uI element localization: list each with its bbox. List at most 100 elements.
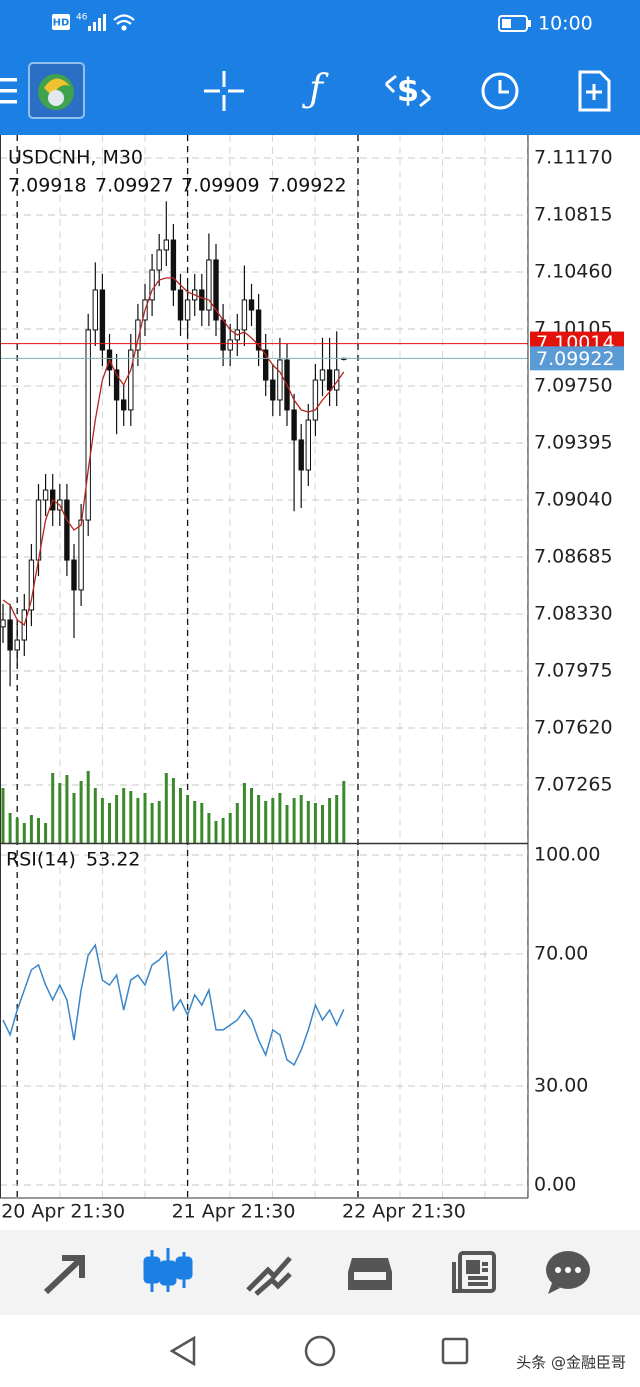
candle-body — [305, 419, 312, 471]
back-button[interactable] — [169, 1335, 196, 1367]
y-tick-label: 7.07975 — [534, 660, 613, 682]
candle-body — [113, 369, 120, 401]
volume-bar — [207, 813, 211, 843]
volume-bar — [37, 818, 40, 843]
volume-bar — [51, 773, 55, 843]
candle-body — [277, 359, 283, 401]
volume-bar — [235, 803, 239, 843]
volume-bar — [15, 818, 19, 843]
volume-bar — [108, 803, 111, 843]
volume-bar — [250, 788, 253, 843]
chart-bg — [0, 135, 640, 1230]
symbol-label: USDCNH, M30 — [8, 147, 143, 169]
candle-body — [213, 259, 219, 321]
volume-bar — [1, 788, 5, 843]
home-button[interactable] — [304, 1335, 336, 1367]
volume-bar — [221, 818, 225, 843]
volume-bar — [65, 775, 69, 843]
volume-bar — [136, 798, 140, 843]
y-tick-label: 7.08330 — [534, 603, 613, 625]
candle-body — [263, 349, 269, 381]
candle-body — [291, 409, 297, 441]
volume-bar — [193, 801, 197, 843]
volume-bar — [150, 803, 154, 843]
volume-bar — [58, 783, 62, 843]
candle-body — [149, 269, 155, 301]
ohlc-close: 7.09922 — [268, 175, 347, 197]
candle-body — [319, 369, 326, 381]
new-order-button[interactable] — [578, 70, 611, 112]
y-tick-label: 30.00 — [534, 1075, 588, 1097]
y-tick-label: 70.00 — [534, 943, 588, 965]
y-tick-label: 0.00 — [534, 1174, 576, 1196]
volume-bar — [79, 781, 83, 843]
candle-body — [326, 369, 333, 391]
candle-body — [135, 319, 141, 351]
x-tick-label: 20 Apr 21:30 — [1, 1201, 125, 1223]
candle-body — [255, 309, 262, 351]
volume-bar — [122, 788, 126, 843]
y-tick-label: 7.08685 — [534, 546, 613, 568]
volume-bar — [22, 823, 26, 843]
quotes-tab[interactable] — [43, 1255, 85, 1295]
ohlc-open: 7.09918 — [8, 175, 87, 197]
recents-button[interactable] — [441, 1337, 469, 1365]
candle-body — [128, 349, 134, 411]
candle-body — [71, 559, 77, 591]
y-tick-label: 7.07620 — [534, 717, 613, 739]
rsi-title: RSI(14) — [6, 849, 76, 871]
x-tick-label: 22 Apr 21:30 — [342, 1201, 466, 1223]
trade-tab[interactable] — [246, 1256, 292, 1296]
candle-body — [170, 239, 177, 291]
candle-body — [156, 249, 162, 271]
candle-body — [7, 619, 13, 651]
rsi-value: 53.22 — [86, 849, 140, 871]
candle-body — [312, 379, 319, 421]
clock: 10:00 — [538, 13, 593, 35]
volume-bar — [100, 798, 104, 843]
volume-bar — [179, 788, 182, 843]
bid-tag — [530, 346, 624, 371]
volume-bar — [292, 798, 296, 843]
volume-bar — [242, 783, 246, 843]
volume-bar — [321, 805, 324, 843]
bottom-nav — [0, 1230, 640, 1315]
app-logo[interactable] — [28, 62, 85, 119]
volume-bar — [8, 813, 12, 843]
chart-tab[interactable] — [143, 1248, 193, 1292]
wifi-icon — [113, 14, 135, 31]
candle-body — [121, 399, 127, 411]
volume-bar — [342, 781, 346, 843]
crosshair-button[interactable] — [204, 71, 244, 111]
candle-body — [241, 299, 248, 331]
volume-bar — [278, 793, 282, 843]
candle-body — [78, 519, 84, 591]
volume-bar — [214, 821, 218, 843]
history-button[interactable] — [481, 72, 519, 110]
volume-bar — [299, 795, 303, 843]
hd-badge — [52, 14, 70, 30]
candle-body — [14, 639, 20, 651]
candle-body — [92, 289, 98, 331]
candle-body — [177, 289, 184, 321]
volume-bar — [285, 805, 289, 843]
candle-body — [42, 489, 49, 501]
y-tick-label: 7.10815 — [534, 203, 613, 225]
candle-body — [85, 329, 91, 521]
volume-bar — [328, 798, 332, 843]
candle-body — [163, 239, 170, 251]
volume-bar — [335, 795, 339, 843]
signal-icon — [88, 14, 106, 31]
volume-bar — [186, 795, 190, 843]
news-tab[interactable] — [452, 1251, 496, 1293]
trade-button[interactable]: $ — [384, 71, 432, 109]
candle-body — [270, 379, 276, 401]
menu-button[interactable] — [0, 78, 17, 104]
chat-tab[interactable] — [546, 1251, 590, 1294]
volume-bar — [157, 801, 161, 843]
volume-bar — [72, 793, 76, 843]
history-tab[interactable] — [348, 1258, 392, 1290]
candle-body — [0, 619, 6, 628]
